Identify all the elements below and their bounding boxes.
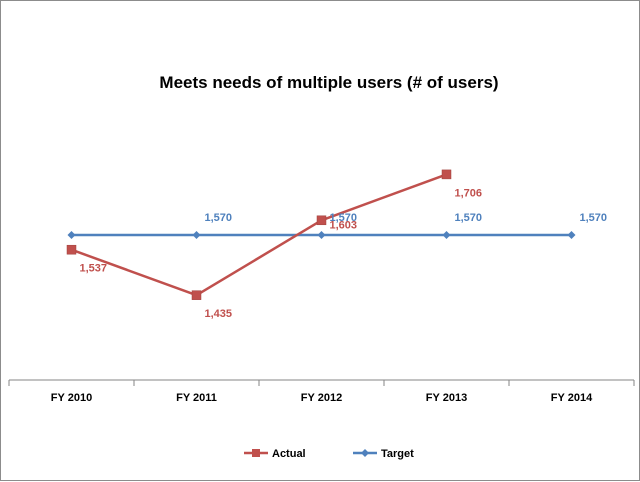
series-layer (66, 169, 576, 300)
legend-item-actual[interactable]: Actual (244, 448, 306, 460)
x-tick-label: FY 2013 (426, 392, 467, 404)
target-data-label: 1,570 (455, 212, 483, 224)
target-data-label: 1,570 (580, 212, 608, 224)
actual-point-marker[interactable] (441, 169, 452, 180)
actual-data-label: 1,435 (205, 308, 233, 320)
legend-label: Actual (272, 448, 306, 460)
x-tick-label: FY 2014 (551, 392, 593, 404)
target-data-label: 1,570 (330, 212, 358, 224)
axis-layer: FY 2010 FY 2011 FY 2012 FY 2013 FY 2014 (8, 379, 635, 404)
x-tick-label: FY 2012 (301, 392, 342, 404)
legend-swatch-marker (361, 449, 369, 457)
actual-data-label: 1,603 (330, 219, 358, 231)
x-tick-label: FY 2010 (51, 392, 92, 404)
legend-item-target[interactable]: Target (353, 448, 414, 460)
actual-point-marker[interactable] (66, 244, 77, 255)
target-data-label: 1,570 (205, 212, 233, 224)
actual-point-marker[interactable] (316, 215, 327, 226)
actual-data-label: 1,537 (80, 263, 108, 275)
label-layer: 1,570 1,570 1,570 1,570 1,537 1,435 1,603 1,706 (80, 187, 608, 320)
target-point-marker[interactable] (192, 231, 201, 239)
actual-series-line[interactable] (71, 173, 447, 297)
target-point-marker[interactable] (67, 231, 76, 239)
target-point-marker[interactable] (442, 231, 451, 239)
chart-title: Meets needs of multiple users (# of user… (159, 73, 498, 92)
legend-label: Target (381, 448, 414, 460)
target-point-marker[interactable] (317, 231, 326, 239)
legend[interactable]: Actual Target (244, 448, 414, 460)
legend-swatch-marker (252, 449, 260, 457)
x-tick-label: FY 2011 (176, 392, 217, 404)
actual-data-label: 1,706 (455, 187, 483, 199)
target-point-marker[interactable] (567, 231, 576, 239)
actual-point-marker[interactable] (191, 290, 202, 300)
